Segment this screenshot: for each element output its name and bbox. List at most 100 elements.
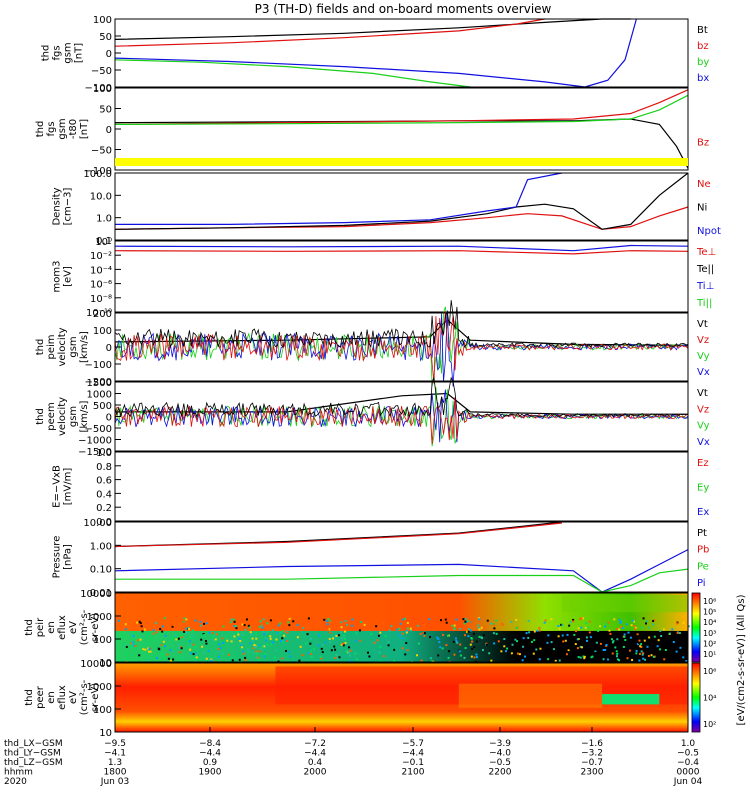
spectrogram-pixel <box>178 643 181 646</box>
y-tick-label: 10⁻⁴ <box>90 265 112 276</box>
y-tick-label: 0.4 <box>96 489 112 500</box>
spectrogram-pixel <box>340 621 343 624</box>
spectrogram-pixel <box>180 636 183 639</box>
spectrogram-pixel <box>238 658 241 661</box>
legend-vy: Vy <box>697 421 710 432</box>
spectrogram-pixel <box>628 649 631 652</box>
spectrogram-pixel <box>611 641 614 644</box>
spectrogram-pixel <box>390 625 393 628</box>
spectrogram-pixel <box>234 625 237 628</box>
spectrogram-pixel <box>192 643 195 646</box>
y-axis-label: Density[cm−3] <box>52 187 74 225</box>
y-tick-label: 200 <box>93 309 112 320</box>
spectrogram-pixel <box>375 625 378 628</box>
spectrogram-pixel <box>205 622 208 625</box>
x-row-value: −4.4 <box>304 749 326 759</box>
spectrogram-pixel <box>190 644 193 647</box>
spectrogram-pixel <box>580 617 583 620</box>
spectrogram-pixel <box>663 658 666 661</box>
y-axis-label: thdfgsgsm[nT] <box>41 42 85 63</box>
spectrogram-pixel <box>530 640 533 643</box>
spectrogram-pixel <box>271 629 274 632</box>
spectrogram-pixel <box>475 656 478 659</box>
panel-peim-velocity: 200 100 0 −100 −200 thdpeimvelocitygsm[km/s] V… <box>35 300 710 388</box>
spectrogram-pixel <box>625 644 628 647</box>
spectrogram-pixel <box>132 641 135 644</box>
legend-bz: Bz <box>697 137 709 148</box>
spectrogram-pixel <box>148 650 151 653</box>
legend-by: by <box>697 57 709 68</box>
spectrogram-pixel <box>344 637 347 640</box>
y-tick-label: 1.0 <box>96 214 112 225</box>
spectrogram-pixel <box>204 640 207 643</box>
y-tick-label: −50 <box>91 66 112 77</box>
spectrogram-pixel <box>149 650 152 653</box>
spectrogram-pixel <box>287 621 290 624</box>
spectrogram-pixel <box>656 645 659 648</box>
spectrogram-pixel <box>299 645 302 648</box>
spectrogram-pixel <box>270 643 273 646</box>
spectrogram-pixel <box>242 652 245 655</box>
spectrogram-pixel <box>464 647 467 650</box>
y-tick-label: −1500 <box>78 447 112 458</box>
legend-vt: Vt <box>697 388 708 399</box>
spectrogram-pixel <box>506 647 509 650</box>
spectrogram-pixel <box>532 652 535 655</box>
spectrogram-pixel <box>159 628 162 631</box>
series-line-green <box>114 94 689 125</box>
x-row-value: 1.3 <box>108 758 122 768</box>
spectrogram-pixel <box>244 656 247 659</box>
spectrogram-pixel <box>378 651 381 654</box>
x-row-value: −3.9 <box>489 739 511 749</box>
spectrogram-pixel <box>611 652 614 655</box>
spectrogram-pixel <box>590 656 593 659</box>
spectrogram-pixel <box>533 630 536 633</box>
spectrogram-pixel <box>533 639 536 642</box>
spectrogram-pixel <box>236 631 239 634</box>
panel-fgs-gsm: 100 50 0 −50 −100 thdfgsgsm[nT] Bt bz by bx <box>41 15 710 94</box>
spectrogram-pixel <box>205 657 208 660</box>
spectrogram-pixel <box>269 635 272 638</box>
spectrogram-pixel <box>177 646 180 649</box>
spectrogram-pixel <box>143 628 146 631</box>
spectrogram-pixel <box>142 648 145 651</box>
spectrogram-pixel <box>401 632 404 635</box>
spectrogram-pixel <box>158 648 161 651</box>
spectrogram-pixel <box>635 652 638 655</box>
spectrogram-pixel <box>422 631 425 634</box>
spectrogram-pixel <box>469 629 472 632</box>
spectrogram-pixel <box>237 633 240 636</box>
spectrogram-pixel <box>657 639 660 642</box>
series-line-bz <box>114 18 545 47</box>
spectrogram-pixel <box>653 618 656 621</box>
spectrogram-pixel <box>288 617 291 620</box>
spectrogram-pixel <box>339 631 342 634</box>
spectrogram-pixel <box>602 648 605 651</box>
spectrogram-pixel <box>217 655 220 658</box>
y-tick-label: 0.6 <box>96 476 112 487</box>
spectrogram-pixel <box>210 659 213 662</box>
spectrogram-pixel <box>263 655 266 658</box>
spectrogram-pixel <box>462 618 465 621</box>
spectrogram-pixel <box>459 654 462 657</box>
y-tick-label: 500 <box>93 401 112 412</box>
spectrogram-pixel <box>583 636 586 639</box>
spectrogram-pixel <box>235 627 238 630</box>
spectrogram-pixel <box>640 642 643 645</box>
x-row-value: −0.5 <box>677 749 699 759</box>
spectrogram-pixel <box>186 631 189 634</box>
spectrogram-pixel <box>255 656 258 659</box>
spectrogram-pixel <box>321 643 324 646</box>
spectrogram-pixel <box>286 631 289 634</box>
spectrogram-pixel <box>266 643 269 646</box>
spectrogram-pixel <box>625 623 628 626</box>
spectrogram-pixel <box>154 621 157 624</box>
spectrogram-pixel <box>631 619 634 622</box>
spectrogram-pixel <box>185 627 188 630</box>
spectrogram-pixel <box>174 634 177 637</box>
spectrogram-pixel <box>144 648 147 651</box>
x-row-value: −3.2 <box>581 749 603 759</box>
spectrogram-pixel <box>280 640 283 643</box>
spectrogram-pixel <box>251 637 254 640</box>
spectrogram-pixel <box>283 634 286 637</box>
